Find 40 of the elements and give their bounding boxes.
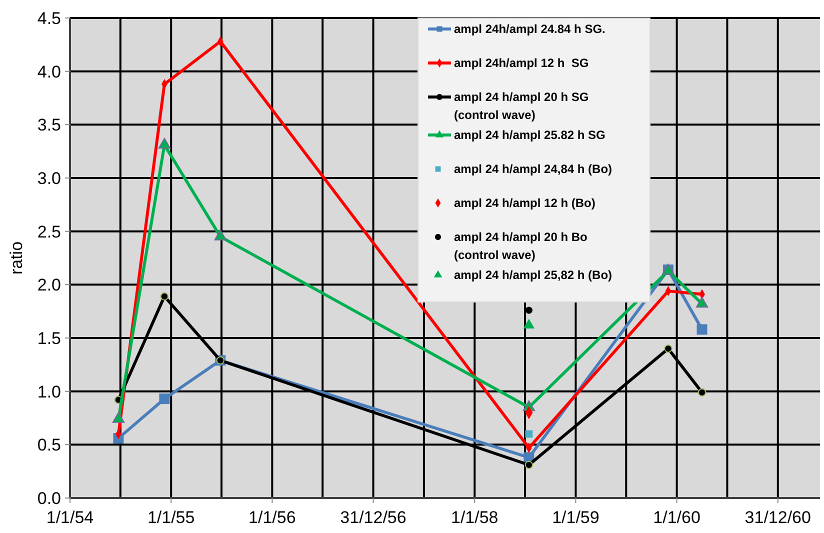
x-tick-label: 31/12/60 [744,508,811,527]
legend-label: ampl 24 h/ampl 20 h SG (control wave) [454,90,589,122]
y-tick-label: 3.5 [37,116,61,135]
y-tick-label: 2.0 [37,276,61,295]
x-tick-label: 1/1/55 [147,508,195,527]
y-tick-label: 0.5 [37,436,61,455]
legend-label: ampl 24 h/ampl 25.82 h SG [454,128,606,142]
x-tick-label: 1/1/60 [653,508,700,527]
point [524,460,533,469]
legend-label: ampl 24 h/ampl 25,82 h (Bo) [454,268,612,282]
x-tick-label: 1/1/58 [451,508,498,527]
point [159,394,170,404]
legend-label: ampl 24 h/ampl 20 h Bo (control wave) [454,230,588,262]
y-axis-title: ratio [7,241,26,275]
x-tick-label: 1/1/54 [46,508,94,527]
y-tick-label: 0.0 [37,489,61,508]
legend-label: ampl 24 h/ampl 24,84 h (Bo) [454,162,612,176]
point [112,412,125,423]
point [664,344,672,353]
y-tick-label: 4.5 [37,9,61,28]
y-tick-label: 2.5 [37,222,61,242]
x-tick-label: 1/1/59 [552,508,600,527]
point [698,388,706,396]
legend-label: ampl 24h/ampl 12 h SG [454,56,589,70]
point [523,318,535,328]
point [214,230,227,240]
x-tick-label: 31/12/56 [340,508,406,527]
y-tick-label: 3.0 [37,169,61,188]
legend-label: ampl 24h/ampl 24.84 h SG. [454,22,606,36]
y-tick-label: 4.0 [37,62,61,82]
point [696,296,708,308]
legend-label: ampl 24 h/ampl 12 h (Bo) [454,196,596,210]
x-tick-label: 1/1/56 [248,508,296,527]
point [696,324,708,335]
point [525,306,532,314]
y-tick-label: 1.0 [37,382,61,402]
point [525,430,533,438]
point [158,138,171,149]
point [160,292,169,300]
y-tick-label: 1.5 [37,329,61,348]
